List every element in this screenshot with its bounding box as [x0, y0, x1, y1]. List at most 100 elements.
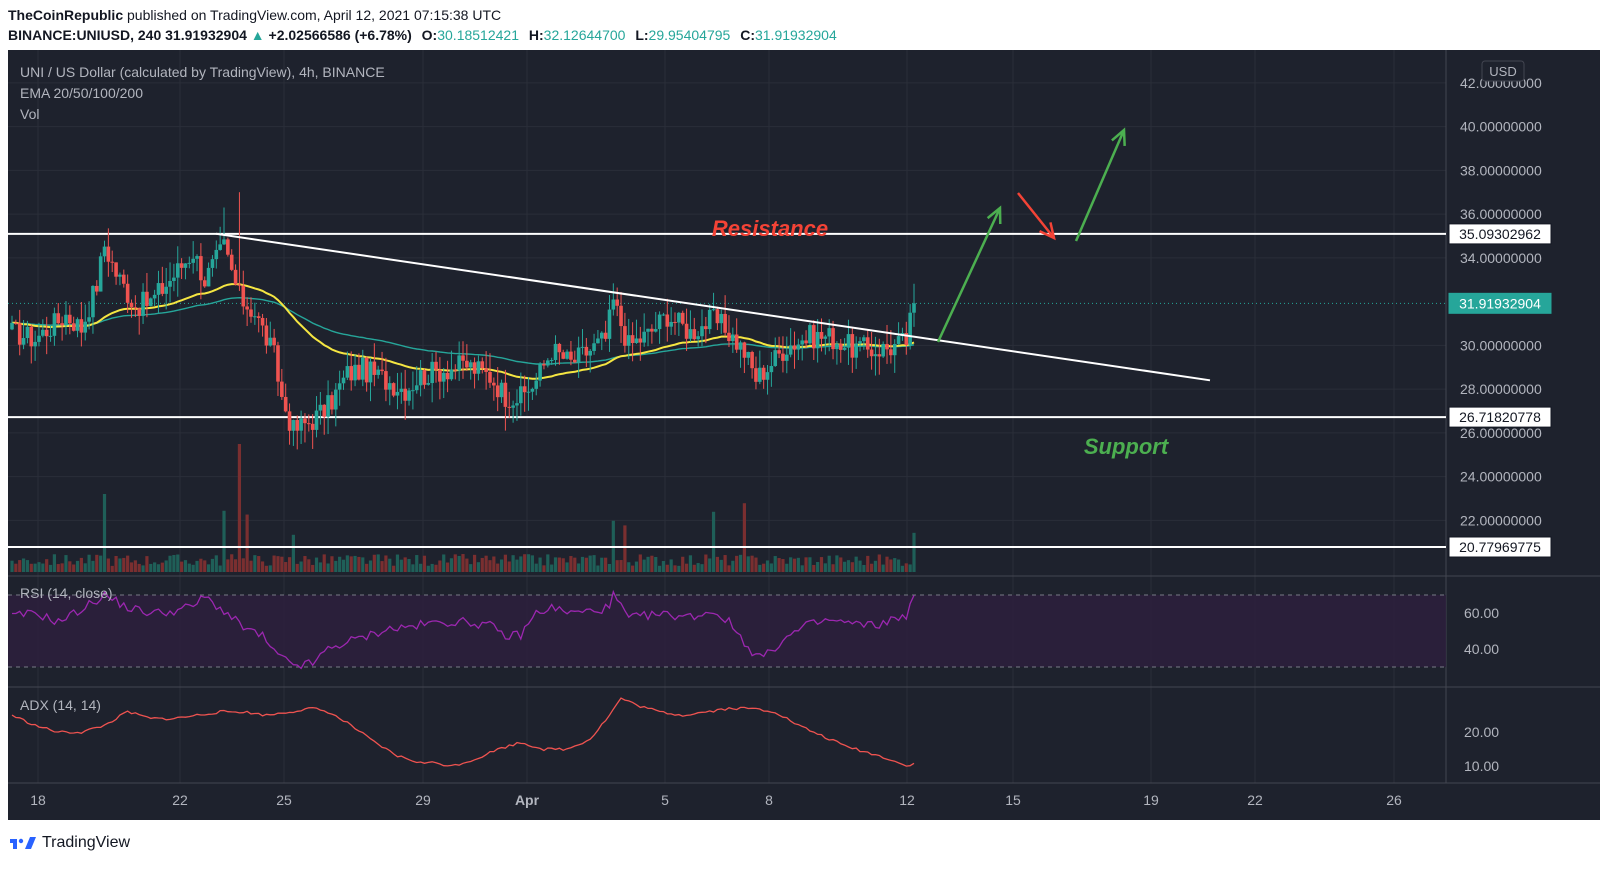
candle[interactable] — [607, 309, 612, 339]
candle[interactable] — [823, 336, 828, 339]
candle[interactable] — [287, 411, 292, 431]
candle[interactable] — [811, 325, 816, 349]
candle[interactable] — [233, 269, 238, 285]
candle[interactable] — [499, 382, 504, 398]
candle[interactable] — [322, 404, 327, 417]
candle[interactable] — [692, 329, 697, 340]
pullback-arrow-down[interactable] — [1017, 192, 1055, 239]
candle[interactable] — [503, 382, 508, 407]
candle[interactable] — [183, 263, 188, 268]
candle[interactable] — [430, 361, 434, 384]
candle[interactable] — [549, 360, 554, 362]
candle[interactable] — [303, 418, 307, 424]
candle[interactable] — [98, 256, 103, 292]
candle[interactable] — [56, 313, 61, 324]
candle[interactable] — [669, 321, 673, 327]
candle[interactable] — [596, 338, 600, 344]
candle[interactable] — [133, 307, 138, 309]
candle[interactable] — [565, 351, 569, 359]
candle[interactable] — [580, 346, 585, 348]
candle[interactable] — [91, 285, 95, 318]
candle[interactable] — [761, 367, 766, 380]
candle[interactable] — [195, 256, 199, 259]
candle[interactable] — [172, 277, 176, 281]
candle[interactable] — [461, 355, 465, 361]
candle[interactable] — [391, 383, 396, 396]
candle[interactable] — [333, 389, 338, 410]
candle[interactable] — [422, 370, 427, 385]
candle[interactable] — [673, 321, 677, 323]
legend-adx[interactable]: ADX (14, 14) — [20, 697, 101, 713]
candle[interactable] — [229, 254, 234, 270]
candle[interactable] — [476, 361, 481, 374]
legend-ema[interactable]: EMA 20/50/100/200 — [20, 85, 143, 101]
candle[interactable] — [819, 331, 824, 339]
candle[interactable] — [630, 335, 635, 344]
candle[interactable] — [299, 418, 303, 431]
candle[interactable] — [380, 369, 384, 372]
candle[interactable] — [75, 319, 80, 331]
candle[interactable] — [588, 350, 593, 356]
candle[interactable] — [256, 316, 261, 318]
candle[interactable] — [414, 385, 419, 391]
candle[interactable] — [711, 309, 716, 311]
candle[interactable] — [677, 312, 681, 323]
candle[interactable] — [280, 381, 284, 397]
candle[interactable] — [152, 294, 157, 299]
candle[interactable] — [561, 352, 566, 359]
candle[interactable] — [480, 361, 485, 369]
currency-button[interactable]: USD — [1481, 60, 1525, 82]
candle[interactable] — [792, 345, 797, 350]
candle[interactable] — [206, 267, 211, 287]
candle[interactable] — [808, 325, 812, 344]
candle[interactable] — [25, 326, 30, 339]
candle[interactable] — [515, 403, 519, 406]
candle[interactable] — [742, 342, 747, 358]
target-arrow-up[interactable] — [1074, 129, 1126, 242]
candle[interactable] — [445, 372, 450, 380]
candle[interactable] — [754, 368, 758, 382]
candle[interactable] — [17, 323, 22, 345]
candle[interactable] — [827, 328, 831, 337]
candle[interactable] — [10, 322, 14, 330]
candle[interactable] — [125, 283, 130, 303]
candle[interactable] — [492, 382, 496, 386]
candle[interactable] — [156, 283, 161, 295]
candle[interactable] — [569, 351, 573, 360]
candle[interactable] — [511, 405, 515, 408]
candle[interactable] — [60, 323, 64, 326]
candle[interactable] — [835, 343, 839, 350]
candle[interactable] — [519, 386, 523, 404]
candle[interactable] — [576, 347, 581, 363]
candle[interactable] — [21, 338, 26, 345]
candle[interactable] — [796, 344, 801, 350]
candle[interactable] — [95, 285, 99, 292]
candle[interactable] — [534, 380, 539, 389]
breakout-arrow-up[interactable] — [936, 207, 1002, 343]
candle[interactable] — [777, 350, 781, 354]
candle[interactable] — [199, 256, 203, 281]
candle[interactable] — [642, 331, 646, 343]
candle[interactable] — [137, 308, 142, 316]
candle[interactable] — [592, 343, 596, 351]
candle[interactable] — [784, 354, 789, 361]
candle[interactable] — [168, 280, 172, 287]
candle[interactable] — [129, 302, 134, 308]
candle[interactable] — [141, 291, 145, 316]
candle[interactable] — [37, 335, 41, 342]
candle[interactable] — [187, 262, 192, 264]
candle[interactable] — [457, 355, 461, 371]
candle[interactable] — [572, 359, 577, 363]
candle[interactable] — [438, 369, 442, 382]
candle[interactable] — [788, 345, 793, 355]
arrows-layer[interactable] — [936, 127, 1126, 343]
candle[interactable] — [885, 343, 889, 350]
candle[interactable] — [272, 337, 276, 346]
candle[interactable] — [295, 420, 300, 431]
candle[interactable] — [48, 335, 53, 337]
candle[interactable] — [376, 369, 380, 375]
candle[interactable] — [800, 340, 805, 345]
candle[interactable] — [441, 372, 446, 382]
chart-area[interactable]: 42.00000000 40.00000000 38.00000000 36.0000… — [8, 50, 1600, 820]
candle[interactable] — [264, 325, 269, 346]
